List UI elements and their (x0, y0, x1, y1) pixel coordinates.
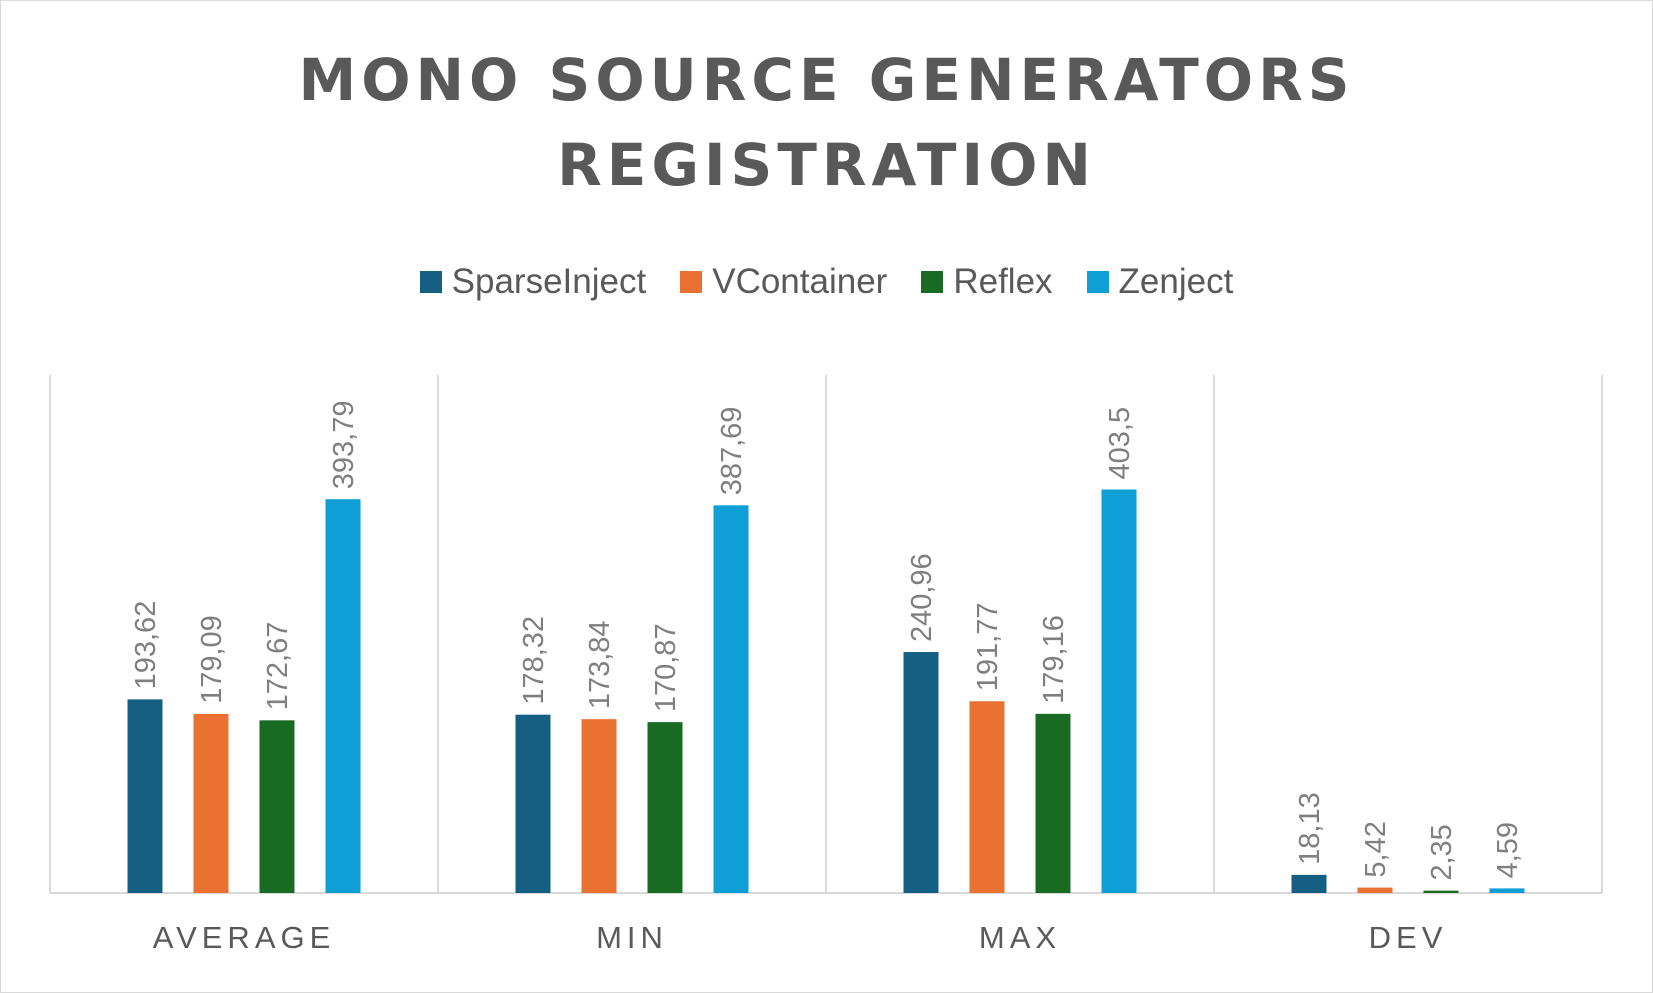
data-label: 240,96 (906, 553, 938, 642)
bar-zenject-dev (1489, 888, 1525, 893)
data-label: 178,32 (518, 616, 550, 705)
data-label: 170,87 (650, 623, 682, 712)
data-label: 5,42 (1360, 821, 1392, 877)
legend-label-zenject: Zenject (1118, 262, 1234, 301)
data-label: 179,09 (196, 615, 228, 704)
legend-label-vcontainer: VContainer (712, 262, 888, 301)
category-label-average: AVERAGE (153, 920, 336, 955)
bar-vcontainer-average (193, 713, 229, 893)
bar-sparseinject-average (127, 699, 163, 893)
legend-item-sparseinject: SparseInject (419, 262, 647, 302)
data-label: 18,13 (1294, 792, 1326, 865)
chart-title: MONO SOURCE GENERATORS REGISTRATION (0, 38, 1653, 208)
legend-label-reflex: Reflex (953, 262, 1053, 301)
bar-zenject-min (713, 505, 749, 893)
bar-reflex-max (1035, 713, 1071, 893)
chart-title-line-2: REGISTRATION (557, 131, 1096, 199)
bar-zenject-average (325, 499, 361, 893)
data-label: 179,16 (1038, 615, 1070, 704)
category-label-dev: DEV (1369, 920, 1448, 955)
data-label: 173,84 (584, 620, 616, 709)
legend-swatch-sparseinject (419, 271, 442, 293)
legend-label-sparseinject: SparseInject (451, 262, 647, 301)
data-label: 403,5 (1104, 407, 1136, 480)
data-label: 191,77 (972, 603, 1004, 692)
bar-vcontainer-max (969, 701, 1005, 893)
data-label: 4,59 (1492, 822, 1524, 878)
legend: SparseInject VContainer Reflex Zenject (0, 262, 1653, 302)
category-label-min: MIN (596, 920, 668, 955)
chart-title-line-1: MONO SOURCE GENERATORS (298, 46, 1355, 114)
category-label-max: MAX (979, 920, 1061, 955)
data-label: 387,69 (716, 407, 748, 496)
legend-item-vcontainer: VContainer (680, 262, 887, 302)
bar-vcontainer-dev (1357, 887, 1393, 893)
data-label: 393,79 (328, 401, 360, 490)
bar-zenject-max (1101, 489, 1137, 893)
data-label: 172,67 (262, 622, 294, 711)
bar-sparseinject-min (515, 714, 551, 893)
legend-item-zenject: Zenject (1086, 262, 1234, 302)
bar-sparseinject-dev (1291, 874, 1327, 893)
bar-reflex-min (647, 722, 683, 893)
bar-sparseinject-max (903, 652, 939, 893)
bar-reflex-average (259, 720, 295, 893)
legend-swatch-reflex (921, 271, 944, 293)
legend-swatch-zenject (1086, 271, 1109, 293)
legend-swatch-vcontainer (680, 271, 703, 293)
data-label: 193,62 (130, 601, 162, 690)
bar-vcontainer-min (581, 719, 617, 893)
legend-item-reflex: Reflex (921, 262, 1053, 302)
bar-reflex-dev (1423, 890, 1459, 893)
data-label: 2,35 (1426, 824, 1458, 880)
